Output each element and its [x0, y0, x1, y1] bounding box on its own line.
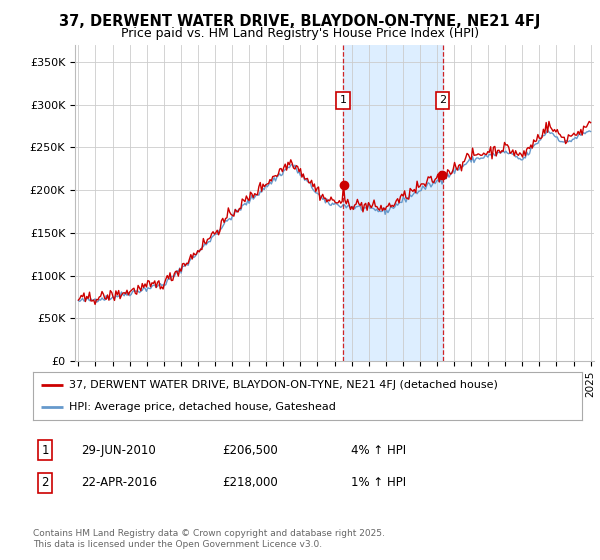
Text: Price paid vs. HM Land Registry's House Price Index (HPI): Price paid vs. HM Land Registry's House …: [121, 27, 479, 40]
Text: 37, DERWENT WATER DRIVE, BLAYDON-ON-TYNE, NE21 4FJ: 37, DERWENT WATER DRIVE, BLAYDON-ON-TYNE…: [59, 14, 541, 29]
Text: 2: 2: [41, 476, 49, 489]
Bar: [343, 45, 443, 361]
Text: 1% ↑ HPI: 1% ↑ HPI: [351, 476, 406, 489]
Text: 1: 1: [41, 444, 49, 457]
Text: 2: 2: [439, 95, 446, 105]
Text: 4% ↑ HPI: 4% ↑ HPI: [351, 444, 406, 457]
Text: Contains HM Land Registry data © Crown copyright and database right 2025.
This d: Contains HM Land Registry data © Crown c…: [33, 529, 385, 549]
Text: £206,500: £206,500: [222, 444, 278, 457]
Text: 37, DERWENT WATER DRIVE, BLAYDON-ON-TYNE, NE21 4FJ (detached house): 37, DERWENT WATER DRIVE, BLAYDON-ON-TYNE…: [68, 380, 497, 390]
Text: HPI: Average price, detached house, Gateshead: HPI: Average price, detached house, Gate…: [68, 402, 335, 412]
Text: 22-APR-2016: 22-APR-2016: [81, 476, 157, 489]
Text: 1: 1: [340, 95, 347, 105]
Text: £218,000: £218,000: [222, 476, 278, 489]
Text: 29-JUN-2010: 29-JUN-2010: [81, 444, 156, 457]
